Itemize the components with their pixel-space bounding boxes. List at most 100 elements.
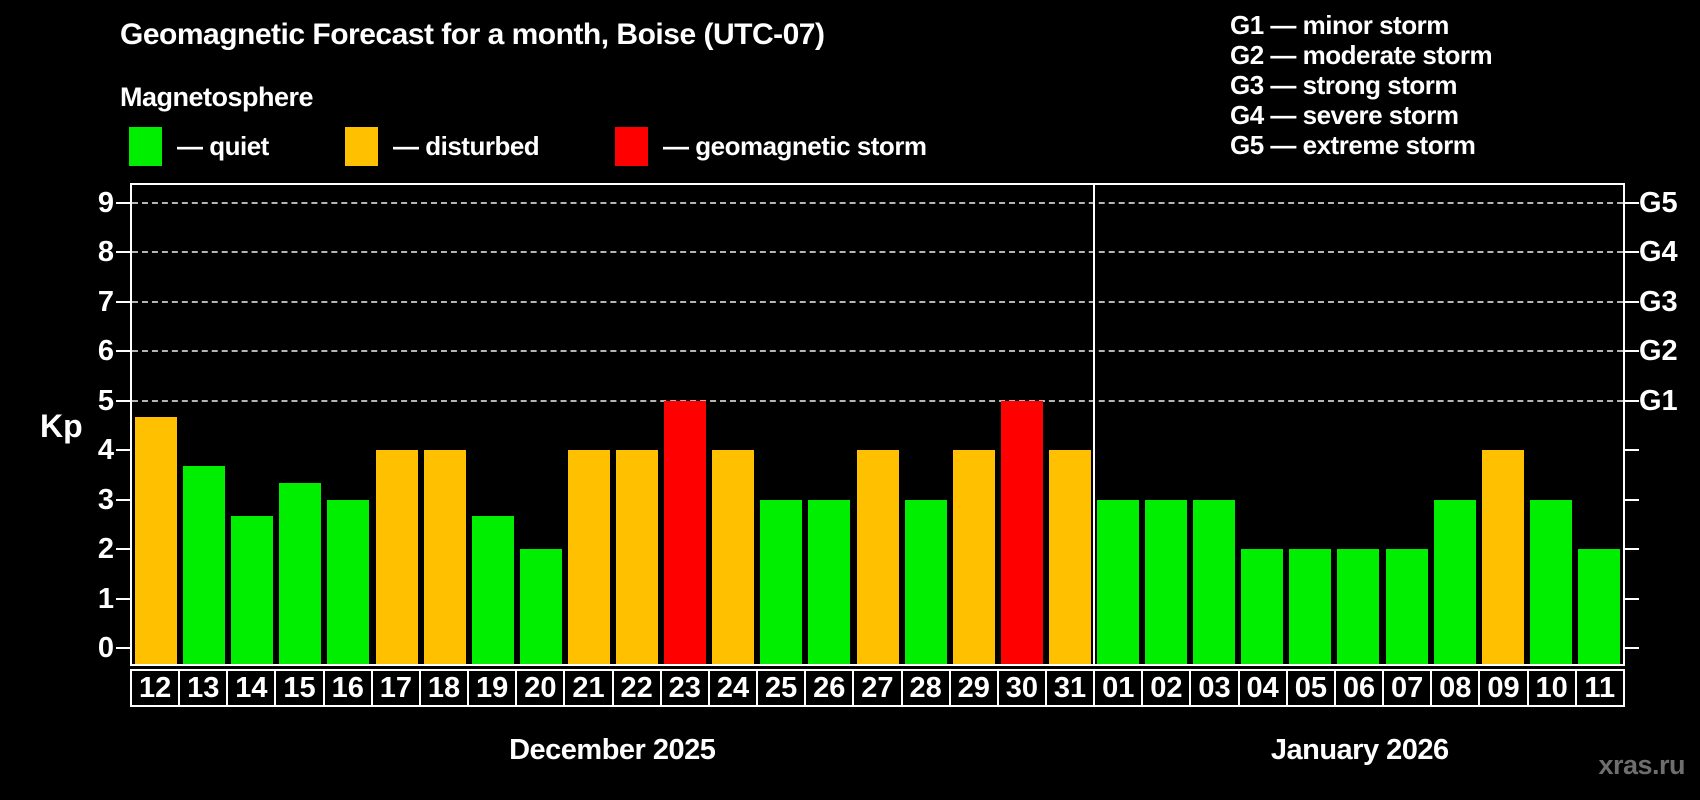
y-tick-label-9: 9 <box>97 186 114 219</box>
kp-bar-day-15 <box>279 483 322 664</box>
day-label-22: 22 <box>611 669 662 707</box>
right-axis-label-g4: G4 <box>1639 236 1678 268</box>
day-label-08: 08 <box>1430 669 1481 707</box>
day-label-14: 14 <box>226 669 277 707</box>
y-tick-label-7: 7 <box>97 285 114 318</box>
kp-bar-day-12 <box>135 416 178 664</box>
tick-left-kp7 <box>116 300 130 303</box>
day-label-16: 16 <box>322 669 373 707</box>
kp-bar-day-16 <box>327 499 370 664</box>
legend-label-storm: — geomagnetic storm <box>663 131 927 161</box>
tick-left-kp9 <box>116 201 130 204</box>
tick-right-kp6 <box>1625 350 1639 352</box>
kp-bar-day-27 <box>856 450 899 664</box>
kp-bar-day-17 <box>375 450 418 664</box>
g1-legend-line: G1 — minor storm <box>1230 10 1449 40</box>
kp-bar-day-19 <box>471 515 514 664</box>
day-label-02: 02 <box>1141 669 1192 707</box>
kp-bar-day-21 <box>567 450 610 664</box>
kp-bar-day-26 <box>808 499 851 664</box>
y-tick-label-4: 4 <box>97 434 114 466</box>
gridline-kp9 <box>132 201 1623 204</box>
tick-right-kp2 <box>1625 548 1639 550</box>
kp-bar-day-09 <box>1481 450 1524 664</box>
tick-right-kp1 <box>1625 597 1639 600</box>
day-label-25: 25 <box>756 669 807 707</box>
g4-legend-line: G4 — severe storm <box>1230 100 1459 130</box>
kp-bar-day-30 <box>1000 400 1043 664</box>
kp-bar-day-31 <box>1048 450 1091 664</box>
y-tick-label-0: 0 <box>97 632 114 664</box>
right-axis-label-g3: G3 <box>1639 285 1678 318</box>
kp-bar-day-14 <box>231 515 274 664</box>
day-label-24: 24 <box>707 669 759 707</box>
tick-left-kp2 <box>116 548 130 550</box>
day-label-21: 21 <box>563 669 614 707</box>
gridline-kp7 <box>132 300 1623 303</box>
y-tick-label-3: 3 <box>97 483 114 516</box>
kp-bar-day-28 <box>904 499 947 664</box>
kp-bar-day-03 <box>1193 499 1236 664</box>
tick-right-kp3 <box>1625 498 1639 501</box>
kp-bar-day-29 <box>952 450 995 664</box>
y-tick-label-2: 2 <box>97 533 114 565</box>
kp-bar-day-22 <box>616 450 659 664</box>
day-label-10: 10 <box>1526 669 1577 707</box>
tick-left-kp1 <box>116 597 130 600</box>
y-tick-label-8: 8 <box>97 236 114 268</box>
day-label-27: 27 <box>852 669 903 707</box>
disturbed-swatch-icon <box>345 127 378 166</box>
day-label-04: 04 <box>1237 669 1288 707</box>
kp-bar-day-24 <box>712 450 755 664</box>
g5-legend-line: G5 — extreme storm <box>1230 130 1476 160</box>
day-label-15: 15 <box>274 669 325 707</box>
legend-label-disturbed: — disturbed <box>393 131 540 161</box>
month-separator-line <box>1092 185 1095 664</box>
kp-bar-day-13 <box>183 466 226 664</box>
day-label-03: 03 <box>1189 669 1240 707</box>
kp-bar-day-08 <box>1433 499 1476 664</box>
tick-left-kp0 <box>116 647 130 649</box>
kp-bar-day-06 <box>1337 549 1380 664</box>
day-label-09: 09 <box>1478 669 1529 707</box>
right-axis-label-g1: G1 <box>1639 384 1678 417</box>
watermark: xras.ru <box>1598 750 1685 780</box>
day-label-05: 05 <box>1285 669 1336 707</box>
day-label-19: 19 <box>467 669 518 707</box>
quiet-swatch-icon <box>129 127 162 166</box>
tick-left-kp4 <box>116 449 130 451</box>
chart-subtitle: Magnetosphere <box>120 82 314 112</box>
tick-right-kp9 <box>1625 201 1639 204</box>
month-labels: December 2025 January 2026 <box>130 734 1625 767</box>
day-label-11: 11 <box>1574 669 1625 707</box>
gridline-kp5 <box>132 399 1623 402</box>
tick-right-kp0 <box>1625 647 1639 649</box>
kp-bar-day-05 <box>1289 549 1332 664</box>
day-label-13: 13 <box>178 669 229 707</box>
tick-right-kp7 <box>1625 300 1639 303</box>
day-label-07: 07 <box>1382 669 1433 707</box>
tick-left-kp3 <box>116 498 130 501</box>
plot-area: 0 1 2 3 4 5 6 7 8 9 G1 G2 G3 G4 G5 <box>98 183 1678 666</box>
right-axis-label-g5: G5 <box>1639 186 1678 219</box>
kp-bar-day-11 <box>1577 549 1620 664</box>
g-scale-legend: G1 — minor storm G2 — moderate storm G3 … <box>1230 10 1493 160</box>
x-axis-day-labels: 12 13 14 15 16 17 18 19 20 21 22 23 24 25 26 27 28 29 30 31… <box>130 669 1625 707</box>
day-label-18: 18 <box>418 669 470 707</box>
day-label-01: 01 <box>1093 669 1144 707</box>
day-label-29: 29 <box>948 669 999 707</box>
page-title: Geomagnetic Forecast for a month, Boise … <box>120 18 825 51</box>
tick-left-kp6 <box>116 350 130 352</box>
kp-bar-day-01 <box>1096 499 1139 664</box>
tick-right-kp4 <box>1625 449 1639 451</box>
storm-swatch-icon <box>615 127 648 166</box>
month-label-january: January 2026 <box>1270 734 1449 766</box>
kp-bar-day-02 <box>1145 499 1188 664</box>
day-label-20: 20 <box>515 669 566 707</box>
y-axis-label: Kp <box>40 408 83 444</box>
day-label-26: 26 <box>804 669 855 707</box>
y-tick-label-5: 5 <box>97 384 114 417</box>
day-label-30: 30 <box>996 669 1047 707</box>
day-label-17: 17 <box>370 669 421 707</box>
